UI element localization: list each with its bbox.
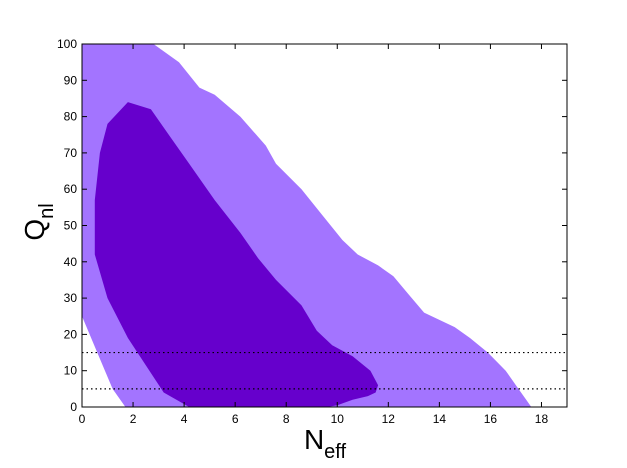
y-tick-label: 10	[64, 364, 78, 378]
y-tick-label: 30	[64, 291, 78, 305]
x-tick-label: 12	[382, 412, 396, 426]
inner-contour-region	[94, 102, 379, 407]
x-tick-label: 8	[283, 412, 290, 426]
x-tick-label: 4	[181, 412, 188, 426]
x-tick-label: 14	[433, 412, 447, 426]
y-tick-label: 90	[64, 73, 78, 87]
y-tick-label: 80	[64, 110, 78, 124]
y-tick-label: 60	[64, 182, 78, 196]
plot-frame	[81, 43, 568, 408]
x-axis-label-main: N	[304, 424, 324, 455]
x-tick-label: 18	[535, 412, 549, 426]
y-tick-label: 50	[64, 219, 78, 233]
x-tick-label: 6	[232, 412, 239, 426]
x-tick-label: 10	[331, 412, 345, 426]
x-axis-label: Neff	[304, 424, 347, 463]
x-tick-label: 2	[130, 412, 137, 426]
y-axis-label-sub: nl	[36, 203, 58, 219]
x-axis-label-sub: eff	[324, 441, 346, 463]
plot-area	[82, 44, 567, 407]
x-tick-label: 16	[484, 412, 498, 426]
y-tick-label: 40	[64, 255, 78, 269]
axis-ticks: 0 2 4 6 8 10 12 14 16 18 0 10 20 30 40 50 60 70 80 90 100	[57, 37, 567, 426]
y-axis-label-main: Q	[19, 219, 50, 241]
y-tick-label: 0	[70, 400, 77, 414]
y-tick-label: 100	[57, 37, 77, 51]
x-tick-label: 0	[79, 412, 86, 426]
y-axis-label: Qnl	[19, 203, 58, 240]
y-tick-label: 70	[64, 146, 78, 160]
y-tick-label: 20	[64, 327, 78, 341]
